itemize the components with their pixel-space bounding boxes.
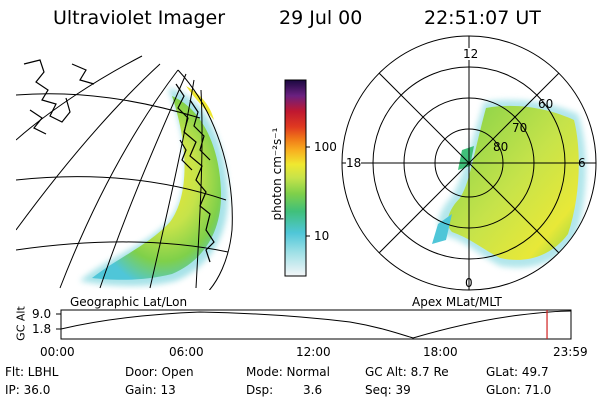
- xtick-0000: 00:00: [40, 345, 75, 359]
- mlt-label-12: 12: [463, 47, 479, 61]
- dsp-info-label: Dsp:: [246, 383, 274, 397]
- app-title: Ultraviolet Imager: [53, 7, 226, 29]
- date-label: 29 Jul 00: [279, 7, 363, 29]
- xtick-0600: 06:00: [169, 345, 204, 359]
- gain-info: Gain: 13: [125, 383, 176, 397]
- dsp-info-value: 3.6: [303, 383, 323, 397]
- filter-info: Flt: LBHL: [5, 365, 59, 379]
- mlt-label-6: 6: [578, 156, 586, 170]
- altitude-ytick-top: 9.0: [32, 307, 52, 321]
- time-label: 22:51:07 UT: [424, 7, 541, 29]
- altitude-axis-label: GC Alt: [14, 306, 28, 341]
- altitude-ytick-bottom: 1.8: [32, 322, 52, 336]
- colorbar-tick-100: 100: [314, 140, 337, 154]
- mlat-label-70: 70: [512, 121, 528, 135]
- xtick-1200: 12:00: [296, 345, 331, 359]
- ip-info: IP: 36.0: [5, 383, 51, 397]
- mode-info: Mode: Normal: [246, 365, 330, 379]
- glon-info: GLon: 71.0: [486, 383, 552, 397]
- glat-info: GLat: 49.7: [486, 365, 549, 379]
- seq-info: Seq: 39: [365, 383, 411, 397]
- altitude-curve: [60, 310, 572, 339]
- door-info: Door: Open: [125, 365, 194, 379]
- xtick-2359: 23:59: [553, 345, 588, 359]
- gc-alt-info: GC Alt: 8.7 Re: [365, 365, 449, 379]
- polar-panel-label: Apex MLat/MLT: [412, 295, 502, 309]
- geo-panel-label: Geographic Lat/Lon: [70, 295, 188, 309]
- mlat-label-60: 60: [538, 97, 554, 111]
- xtick-1800: 18:00: [423, 345, 458, 359]
- mlat-label-80: 80: [493, 140, 509, 154]
- mlt-label-0: 0: [465, 276, 473, 290]
- mlt-label-18: 18: [346, 156, 362, 170]
- colorbar-tick-10: 10: [314, 229, 330, 243]
